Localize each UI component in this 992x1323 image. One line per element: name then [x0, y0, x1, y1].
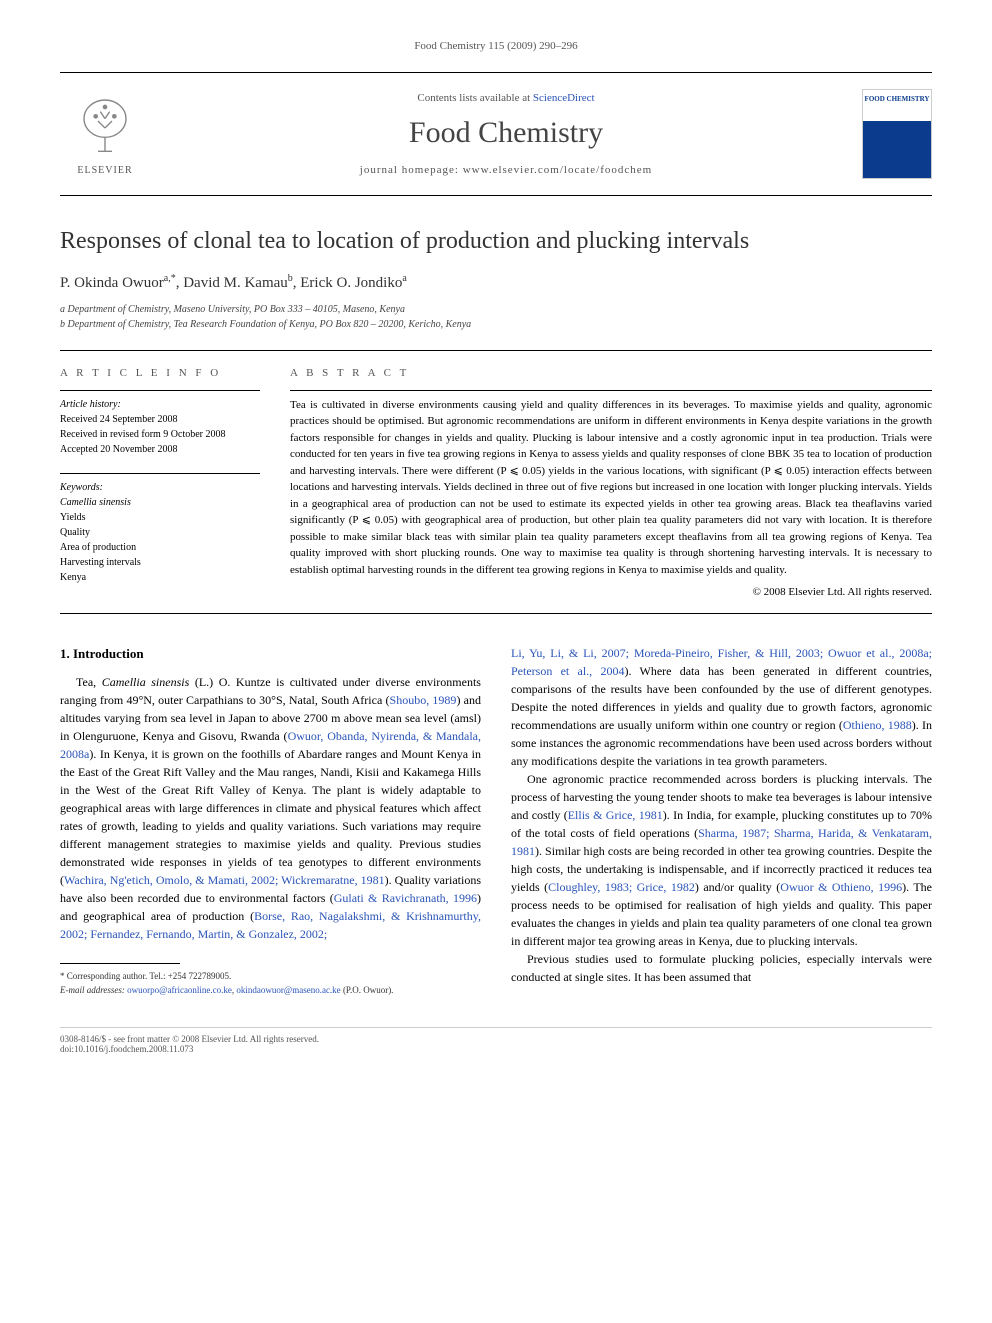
- history-label: Article history:: [60, 397, 260, 412]
- info-divider: [60, 390, 260, 391]
- t: ). In Kenya, it is grown on the foothill…: [60, 747, 481, 887]
- sciencedirect-link[interactable]: ScienceDirect: [533, 92, 595, 104]
- divider: [60, 350, 932, 351]
- footnote-divider: [60, 963, 180, 964]
- doi-line: doi:10.1016/j.foodchem.2008.11.073: [60, 1044, 319, 1054]
- intro-para-1: Tea, Camellia sinensis (L.) O. Kuntze is…: [60, 673, 481, 943]
- affiliations: a Department of Chemistry, Maseno Univer…: [60, 302, 932, 332]
- homepage-prefix: journal homepage:: [360, 164, 463, 176]
- kw-divider: [60, 473, 260, 474]
- affiliation-b: b Department of Chemistry, Tea Research …: [60, 317, 932, 332]
- history-revised: Received in revised form 9 October 2008: [60, 427, 260, 442]
- section-heading-intro: 1. Introduction: [60, 644, 481, 664]
- email-line: E-mail addresses: owuorpo@africaonline.c…: [60, 984, 481, 998]
- author-3: Erick O. Jondiko: [300, 275, 402, 291]
- authors-line: P. Okinda Owuora,*, David M. Kamaub, Eri…: [60, 273, 932, 292]
- intro-para-3: Previous studies used to formulate pluck…: [511, 950, 932, 986]
- masthead: ELSEVIER Contents lists available at Sci…: [60, 72, 932, 196]
- ref-link[interactable]: Wachira, Ng'etich, Omolo, & Mamati, 2002…: [64, 873, 385, 887]
- author-1: P. Okinda Owuor: [60, 275, 164, 291]
- body-columns: 1. Introduction Tea, Camellia sinensis (…: [60, 644, 932, 998]
- abstract-block: A B S T R A C T Tea is cultivated in div…: [290, 365, 932, 601]
- keyword-3: Quality: [60, 525, 260, 540]
- article-title: Responses of clonal tea to location of p…: [60, 226, 932, 257]
- ref-link[interactable]: Ellis & Grice, 1981: [568, 808, 663, 822]
- elsevier-tree-icon: [70, 93, 140, 163]
- publisher-logo: ELSEVIER: [60, 89, 150, 179]
- species-name: Camellia sinensis: [102, 675, 190, 689]
- history-received: Received 24 September 2008: [60, 412, 260, 427]
- ref-link[interactable]: Owuor & Othieno, 1996: [780, 880, 902, 894]
- footnotes: * Corresponding author. Tel.: +254 72278…: [60, 970, 481, 997]
- intro-para-2: One agronomic practice recommended acros…: [511, 770, 932, 950]
- column-left: 1. Introduction Tea, Camellia sinensis (…: [60, 644, 481, 998]
- journal-homepage: journal homepage: www.elsevier.com/locat…: [150, 164, 862, 176]
- author-2-sup: b: [288, 273, 293, 284]
- abstract-divider: [290, 390, 932, 391]
- email-tail: (P.O. Owuor).: [343, 985, 394, 995]
- email-2[interactable]: okindaowuor@maseno.ac.ke: [236, 985, 340, 995]
- ref-link[interactable]: Othieno, 1988: [843, 718, 912, 732]
- keyword-5: Harvesting intervals: [60, 555, 260, 570]
- email-label: E-mail addresses:: [60, 985, 125, 995]
- cover-thumb-title: FOOD CHEMISTRY: [865, 96, 930, 104]
- keywords-label: Keywords:: [60, 480, 260, 495]
- abstract-heading: A B S T R A C T: [290, 365, 932, 382]
- bottom-meta: 0308-8146/$ - see front matter © 2008 El…: [60, 1027, 932, 1054]
- email-1[interactable]: owuorpo@africaonline.co.ke: [127, 985, 232, 995]
- ref-link[interactable]: Shoubo, 1989: [390, 693, 457, 707]
- column-right: Li, Yu, Li, & Li, 2007; Moreda-Pineiro, …: [511, 644, 932, 998]
- contents-line: Contents lists available at ScienceDirec…: [150, 92, 862, 104]
- publisher-name: ELSEVIER: [77, 165, 132, 176]
- t: ) and/or quality (: [695, 880, 780, 894]
- front-matter-line: 0308-8146/$ - see front matter © 2008 El…: [60, 1034, 319, 1044]
- contents-prefix: Contents lists available at: [417, 92, 532, 104]
- abstract-text: Tea is cultivated in diverse environment…: [290, 397, 932, 579]
- header-citation: Food Chemistry 115 (2009) 290–296: [60, 40, 932, 52]
- article-info-heading: A R T I C L E I N F O: [60, 365, 260, 382]
- homepage-url[interactable]: www.elsevier.com/locate/foodchem: [463, 164, 653, 176]
- affiliation-a: a Department of Chemistry, Maseno Univer…: [60, 302, 932, 317]
- author-1-sup: a,*: [164, 273, 176, 284]
- divider-2: [60, 613, 932, 614]
- corresponding-author: * Corresponding author. Tel.: +254 72278…: [60, 970, 481, 984]
- ref-link[interactable]: Gulati & Ravichranath, 1996: [334, 891, 477, 905]
- author-2: David M. Kamau: [183, 275, 288, 291]
- keyword-4: Area of production: [60, 540, 260, 555]
- author-3-sup: a: [402, 273, 406, 284]
- article-info-block: A R T I C L E I N F O Article history: R…: [60, 365, 260, 601]
- history-accepted: Accepted 20 November 2008: [60, 442, 260, 457]
- abstract-copyright: © 2008 Elsevier Ltd. All rights reserved…: [290, 584, 932, 601]
- ref-link[interactable]: Cloughley, 1983; Grice, 1982: [548, 880, 695, 894]
- intro-para-1-cont: Li, Yu, Li, & Li, 2007; Moreda-Pineiro, …: [511, 644, 932, 770]
- keyword-2: Yields: [60, 510, 260, 525]
- journal-cover-thumbnail: FOOD CHEMISTRY: [862, 89, 932, 179]
- keyword-6: Kenya: [60, 570, 260, 585]
- t: Tea,: [76, 675, 102, 689]
- journal-title: Food Chemistry: [150, 116, 862, 150]
- keyword-1: Camellia sinensis: [60, 495, 260, 510]
